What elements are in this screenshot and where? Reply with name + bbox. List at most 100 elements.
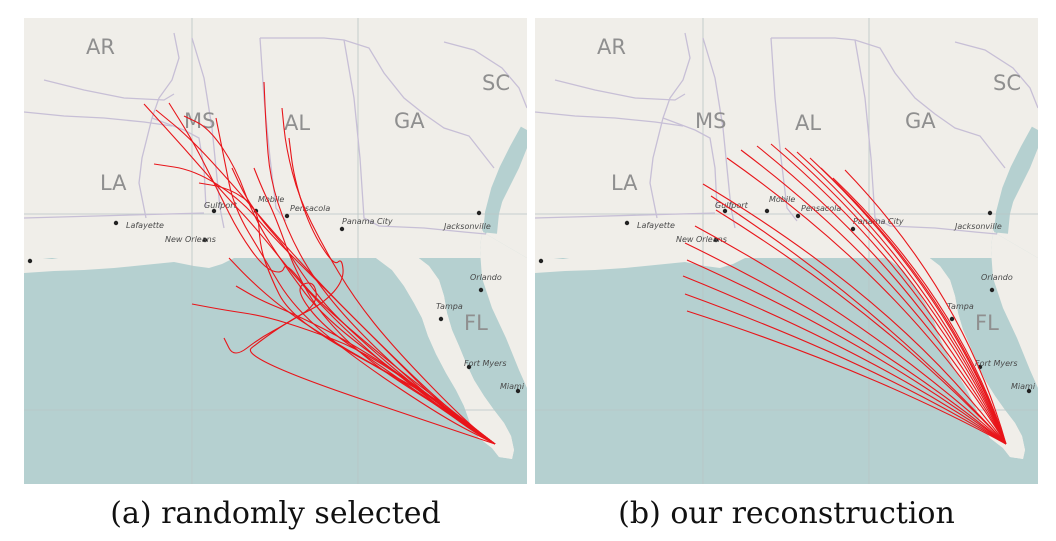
land-area bbox=[535, 18, 1038, 258]
city-dot bbox=[113, 220, 119, 226]
state-border bbox=[443, 41, 527, 109]
city-dot bbox=[713, 237, 719, 243]
map-panel-randomly-selected: AR SC MS AL GA LA FL Lafayette Gulfport Mobile Pen… bbox=[24, 18, 527, 484]
track-line bbox=[215, 117, 496, 445]
state-label-al: AL bbox=[795, 111, 821, 135]
city-dot bbox=[339, 226, 345, 232]
map-panel-our-reconstruction: AR SC MS AL GA LA FL Lafayette Gulfport Mobile Pen… bbox=[535, 18, 1038, 484]
city-label: Gulfport bbox=[204, 201, 238, 210]
state-border bbox=[24, 212, 205, 219]
state-label-ga: GA bbox=[394, 109, 425, 133]
city-label: New Orleans bbox=[676, 235, 727, 244]
track-line bbox=[694, 225, 1007, 445]
city-label: Lafayette bbox=[637, 221, 675, 230]
city-dot bbox=[478, 287, 484, 293]
track-line bbox=[253, 167, 496, 445]
city-dot bbox=[764, 208, 770, 214]
track-line bbox=[684, 242, 1007, 445]
state-border bbox=[151, 117, 207, 209]
city-dot bbox=[515, 388, 521, 394]
caption-randomly-selected: (a) randomly selected bbox=[110, 496, 441, 531]
track-line bbox=[686, 310, 1007, 445]
city-label: Jacksonville bbox=[442, 222, 491, 231]
city-dot bbox=[624, 220, 630, 226]
state-label-fl: FL bbox=[975, 311, 999, 335]
track-line bbox=[809, 157, 1007, 445]
city-label: Pensacola bbox=[290, 204, 330, 213]
caption-our-reconstruction: (b) our reconstruction bbox=[618, 496, 955, 531]
city-label: Pensacola bbox=[801, 204, 841, 213]
state-border bbox=[954, 41, 1038, 109]
state-border bbox=[191, 37, 225, 229]
track-line bbox=[684, 293, 1007, 445]
track-line bbox=[249, 137, 496, 445]
state-border bbox=[649, 32, 691, 219]
city-label: Tampa bbox=[436, 302, 463, 311]
track-line bbox=[844, 169, 1007, 445]
city-label: Tampa bbox=[947, 302, 974, 311]
state-label-sc: SC bbox=[482, 71, 510, 95]
city-label: Panama City bbox=[853, 217, 904, 226]
city-label: Mobile bbox=[258, 195, 284, 204]
state-label-ga: GA bbox=[905, 109, 936, 133]
city-dot bbox=[211, 208, 217, 214]
city-dot bbox=[538, 258, 544, 264]
city-label: Fort Myers bbox=[464, 359, 506, 368]
state-border bbox=[260, 37, 495, 169]
track-line bbox=[281, 107, 496, 445]
state-border bbox=[259, 37, 287, 222]
city-dot bbox=[438, 316, 444, 322]
track-line bbox=[191, 303, 496, 445]
city-dot bbox=[987, 210, 993, 216]
city-label: Jacksonville bbox=[953, 222, 1002, 231]
state-label-la: LA bbox=[611, 171, 638, 195]
track-line bbox=[820, 167, 1007, 445]
florida-peninsula bbox=[376, 256, 514, 459]
florida-east-land bbox=[991, 230, 1038, 388]
city-label: Miami bbox=[500, 382, 525, 391]
city-dot bbox=[466, 364, 472, 370]
state-border bbox=[43, 79, 175, 101]
city-label: Gulfport bbox=[715, 201, 749, 210]
track-line bbox=[682, 275, 1007, 445]
track-line bbox=[726, 157, 1007, 445]
track-line bbox=[796, 151, 1007, 445]
state-label-la: LA bbox=[100, 171, 127, 195]
city-label: Miami bbox=[1011, 382, 1036, 391]
city-label: Fort Myers bbox=[975, 359, 1017, 368]
city-dot bbox=[722, 208, 728, 214]
track-line bbox=[784, 147, 1007, 445]
state-border bbox=[702, 37, 736, 229]
city-dot bbox=[27, 258, 33, 264]
track-line bbox=[686, 259, 1007, 445]
city-dot bbox=[202, 237, 208, 243]
city-dot bbox=[949, 316, 955, 322]
state-border bbox=[535, 111, 684, 127]
hurricane-tracks bbox=[682, 143, 1007, 445]
city-dot bbox=[795, 213, 801, 219]
state-border bbox=[138, 32, 180, 219]
atlantic-edge bbox=[994, 126, 1038, 234]
hurricane-tracks bbox=[143, 81, 496, 445]
track-line bbox=[770, 143, 1007, 445]
track-line bbox=[168, 102, 496, 445]
city-dot bbox=[284, 213, 290, 219]
track-line bbox=[710, 195, 1007, 445]
atlantic-edge bbox=[483, 126, 527, 234]
state-border bbox=[662, 117, 718, 209]
state-border bbox=[554, 79, 686, 101]
city-dot bbox=[1026, 388, 1032, 394]
city-label: Panama City bbox=[342, 217, 393, 226]
state-label-ms: MS bbox=[695, 109, 726, 133]
city-dot bbox=[989, 287, 995, 293]
city-label: New Orleans bbox=[165, 235, 216, 244]
state-border bbox=[535, 212, 716, 219]
state-label-fl: FL bbox=[464, 311, 488, 335]
track-line bbox=[702, 183, 1007, 445]
track-line bbox=[756, 145, 1007, 445]
track-line bbox=[740, 149, 1007, 445]
state-border bbox=[343, 39, 487, 235]
city-label: Orlando bbox=[981, 273, 1013, 282]
